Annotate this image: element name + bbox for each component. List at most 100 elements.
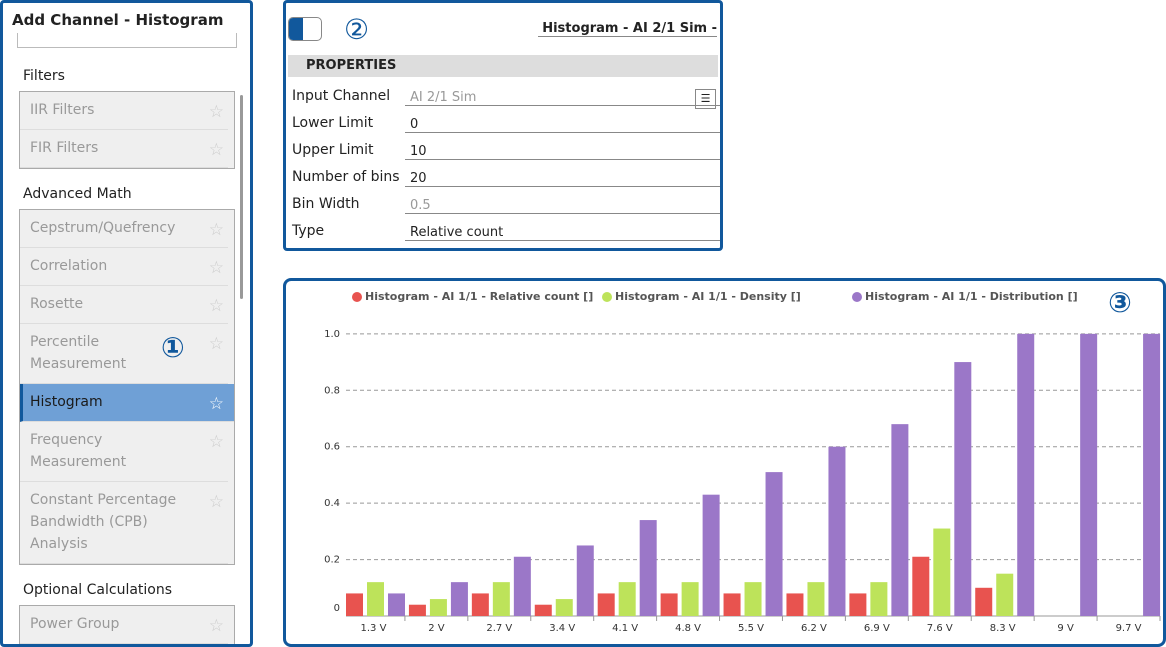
channel-item[interactable]: FIR Filters ☆ [20,130,228,168]
x-tick-label: 8.3 V [990,623,1016,634]
search-box [17,33,237,48]
property-row: Lower Limit 0 [292,115,720,142]
property-label: Upper Limit [292,142,374,158]
channel-groups: Filters IIR Filters ☆ FIR Filters ☆ Advanced … [3,61,239,644]
bar [996,573,1014,616]
group-box: Power Group ☆ [19,605,235,644]
favorite-star[interactable]: ☆ [208,492,224,512]
bar [1143,333,1161,616]
bar [1017,333,1035,616]
property-value[interactable]: 0 [405,117,720,133]
bar [576,545,594,616]
bar [702,494,720,616]
favorite-star[interactable]: ☆ [208,334,224,354]
channel-item[interactable]: Percentile Measurement ☆ [20,324,228,384]
callout-marker: ② [344,13,370,46]
property-value[interactable]: Relative count [405,225,720,241]
channel-picker-button[interactable]: ☰ [695,89,716,109]
bar [660,593,678,616]
channel-item[interactable]: Rosette ☆ [20,286,228,324]
bar [723,593,741,616]
legend-swatch [602,292,612,302]
bar [975,587,993,616]
chart-panel: ③ 0 0.2 0.4 0.6 0.8 1.0 Histogram - AI 1/1 - Re… [283,278,1166,647]
y-tick-label: 0 [334,603,340,614]
favorite-star[interactable]: ☆ [208,258,224,278]
x-tick-label: 5.5 V [738,623,764,634]
item-label: Cepstrum/Quefrency [30,220,176,236]
channel-item[interactable]: Correlation ☆ [20,248,228,286]
toggle[interactable] [288,17,322,41]
x-tick-label: 2.7 V [486,623,512,634]
property-label: Number of bins [292,169,400,185]
bar [346,593,363,616]
bar [1080,333,1098,616]
panel-header: Histogram - AI 2/1 Sim - [538,21,717,37]
scrollbar[interactable] [240,95,243,299]
x-tick-label: 1.3 V [360,623,386,634]
favorite-star[interactable]: ☆ [208,432,224,452]
favorite-star[interactable]: ☆ [208,102,224,122]
item-label: Frequency Measurement [30,432,127,470]
group-box: IIR Filters ☆ FIR Filters ☆ [19,91,235,169]
group-title: Advanced Math [23,186,132,202]
callout-marker: ① [161,331,185,364]
item-label: Rosette [30,296,84,312]
favorite-star[interactable]: ☆ [208,296,224,316]
channel-item[interactable]: Constant Percentage Bandwidth (CPB) Anal… [20,482,228,564]
bar [618,582,636,616]
legend-label: Histogram - AI 1/1 - Distribution [] [865,290,1078,303]
bar [870,582,888,616]
item-label: Power Group [30,616,120,632]
bar [681,582,699,616]
x-tick-label: 9.7 V [1116,623,1142,634]
channel-item[interactable]: Power Group ☆ [20,606,228,644]
property-row: Input Channel AI 2/1 Sim [292,88,720,115]
group-title: Optional Calculations [23,582,173,598]
property-value: 0.5 [405,198,720,214]
property-value: AI 2/1 Sim [405,90,720,106]
bar [492,582,510,616]
bar [891,424,909,616]
legend-label: Histogram - AI 1/1 - Density [] [615,290,801,303]
legend-label: Histogram - AI 1/1 - Relative count [] [365,290,593,303]
property-label: Type [292,223,325,239]
properties-panel: ② Histogram - AI 2/1 Sim - PROPERTIES ☰ … [283,0,723,251]
bar [408,604,426,616]
chart: ③ 0 0.2 0.4 0.6 0.8 1.0 Histogram - AI 1/1 - Re… [324,286,1161,634]
bar [450,582,468,616]
y-tick-label: 0.8 [324,385,340,396]
group-box: Cepstrum/Quefrency ☆ Correlation ☆ Rosette ☆ P… [19,209,235,565]
y-tick-label: 0.4 [324,498,340,509]
bar [765,472,783,616]
favorite-star[interactable]: ☆ [208,616,224,636]
bar [597,593,615,616]
x-tick-label: 4.8 V [675,623,701,634]
favorite-star[interactable]: ☆ [208,394,224,414]
property-value[interactable]: 10 [405,144,720,160]
bar [828,446,846,616]
channel-list-panel: Add Channel - Histogram Filters IIR Filte… [0,0,253,647]
section-title: PROPERTIES [288,55,718,77]
property-row: Number of bins 20 [292,169,720,196]
channel-item[interactable]: Histogram ☆ [20,384,234,422]
channel-item[interactable]: IIR Filters ☆ [20,92,228,130]
favorite-star[interactable]: ☆ [208,220,224,240]
bar [513,556,531,616]
y-tick-label: 0.6 [324,442,340,453]
x-tick-label: 6.9 V [864,623,890,634]
channel-item[interactable]: Frequency Measurement ☆ [20,422,228,482]
item-label: Percentile Measurement [30,334,127,372]
favorite-star[interactable]: ☆ [208,140,224,160]
property-value[interactable]: 20 [405,171,720,187]
property-label: Bin Width [292,196,360,212]
x-tick-label: 6.2 V [801,623,827,634]
bar [744,582,762,616]
y-tick-label: 0.2 [324,555,340,566]
property-row: Upper Limit 10 [292,142,720,169]
bar [849,593,867,616]
channel-item[interactable]: Cepstrum/Quefrency ☆ [20,210,228,248]
property-label: Lower Limit [292,115,374,131]
x-tick-label: 9 V [1057,623,1074,634]
